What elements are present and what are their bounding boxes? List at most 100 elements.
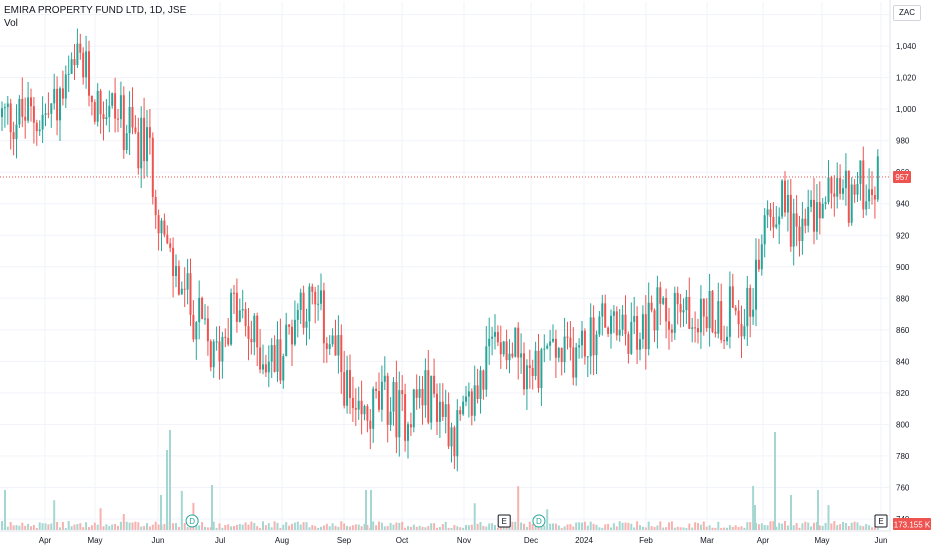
- candle-body: [12, 132, 15, 140]
- candle-body: [111, 93, 114, 106]
- volume-bar: [111, 524, 114, 530]
- candle-body: [351, 397, 354, 409]
- candle-body: [554, 338, 557, 358]
- volume-bar: [198, 525, 201, 530]
- volume-bar: [621, 522, 624, 530]
- volume-badge-label: 173.155 K: [894, 521, 931, 530]
- volume-bar: [740, 526, 743, 530]
- candle-body: [647, 302, 650, 350]
- volume-bar: [688, 523, 691, 530]
- y-tick-label: 820: [896, 389, 910, 398]
- volume-bar: [546, 509, 549, 530]
- volume-bar: [143, 526, 146, 530]
- y-tick-label: 900: [896, 263, 910, 272]
- volume-bar: [12, 525, 15, 530]
- volume-bar: [346, 525, 349, 530]
- earnings-marker[interactable]: E: [874, 514, 888, 528]
- volume-bar: [244, 522, 247, 530]
- volume-bar: [119, 521, 122, 530]
- candle-body: [146, 127, 148, 162]
- dividend-marker[interactable]: D: [185, 514, 199, 528]
- volume-bar: [314, 526, 317, 530]
- volume-bar: [235, 524, 238, 530]
- candle-body: [349, 370, 351, 398]
- candle-body: [665, 297, 668, 322]
- x-tick-label: Mar: [700, 536, 714, 545]
- volume-bar: [482, 525, 485, 530]
- candle-body: [728, 286, 731, 337]
- volume-bar: [82, 527, 85, 530]
- volume-bar: [302, 522, 305, 530]
- candle-body: [172, 247, 175, 277]
- candle-body: [212, 341, 215, 368]
- candle-body: [163, 220, 166, 235]
- volume-bar: [821, 525, 824, 530]
- candle-body: [267, 361, 270, 373]
- candle-body: [850, 184, 853, 223]
- volume-bar: [96, 524, 99, 530]
- volume-bar: [221, 527, 224, 530]
- candle-body: [615, 311, 618, 336]
- volume-bar: [859, 525, 862, 530]
- candle-body: [795, 213, 798, 227]
- event-label: D: [536, 517, 542, 526]
- volume-bar: [137, 522, 140, 530]
- volume-bar: [662, 527, 665, 530]
- volume-bar: [563, 526, 566, 530]
- volume-bar: [569, 524, 572, 530]
- candle-body: [511, 353, 514, 357]
- candle-body: [250, 338, 253, 343]
- candle-body: [807, 206, 810, 226]
- candle-body: [607, 327, 610, 334]
- volume-bar: [38, 522, 41, 530]
- candle-body: [743, 326, 746, 337]
- volume-bar: [656, 525, 659, 530]
- candle-body: [433, 375, 436, 394]
- volume-bar: [491, 523, 494, 530]
- volume-bar: [697, 523, 699, 530]
- volume-bar: [873, 526, 876, 530]
- candle-body: [459, 410, 462, 415]
- candle-body: [404, 394, 407, 441]
- volume-bar: [647, 521, 650, 530]
- price-axis[interactable]: 7407607808008208408608809009209409609801…: [896, 11, 917, 524]
- candle-body: [183, 288, 186, 290]
- volume-bar: [224, 525, 227, 530]
- currency-selector[interactable]: ZAC: [893, 5, 921, 21]
- earnings-marker[interactable]: E: [497, 514, 511, 528]
- candle-body: [346, 370, 349, 406]
- candle-body: [581, 330, 583, 346]
- candle-body: [438, 401, 441, 422]
- volume-legend[interactable]: Vol: [4, 18, 18, 29]
- volume-bar: [824, 522, 827, 530]
- candle-body: [839, 178, 842, 194]
- candle-body: [137, 132, 140, 169]
- time-axis[interactable]: Apr May Jun Jul Aug Sep Oct Nov Dec 2024 Feb Mar Apr…: [39, 536, 888, 545]
- candle-body: [549, 341, 552, 346]
- candle-body: [755, 259, 757, 310]
- volume-bar: [668, 522, 670, 530]
- candle-body: [473, 385, 476, 416]
- volume-bar: [473, 503, 476, 530]
- candle-body: [218, 341, 221, 362]
- volume-bar: [427, 526, 430, 530]
- candle-body: [15, 124, 18, 140]
- volume-bar: [760, 523, 763, 530]
- volume-bar: [354, 524, 357, 530]
- volume-bar: [169, 430, 171, 530]
- candle-body: [88, 51, 90, 96]
- volume-bar: [554, 523, 557, 530]
- volume-bar: [720, 527, 723, 530]
- volume-bar: [639, 525, 641, 530]
- volume-bar: [752, 485, 755, 530]
- candle-body: [485, 346, 488, 390]
- volume-bar: [311, 525, 314, 530]
- dividend-marker[interactable]: D: [532, 514, 546, 528]
- x-tick-label: May: [87, 536, 102, 545]
- candle-body: [714, 331, 717, 334]
- symbol-title[interactable]: EMIRA PROPERTY FUND LTD, 1D, JSE: [4, 5, 187, 16]
- volume-bar: [644, 527, 647, 530]
- candle-body: [195, 322, 198, 340]
